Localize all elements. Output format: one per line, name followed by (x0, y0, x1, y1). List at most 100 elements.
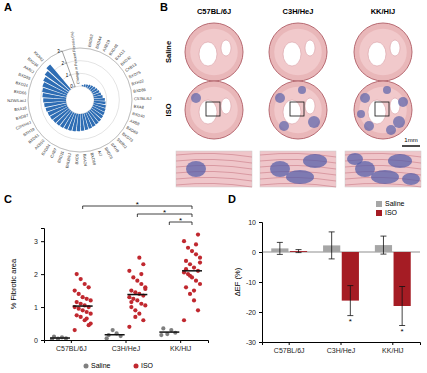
tick-mark (71, 340, 72, 343)
tick-label: KK/HlJ (382, 347, 403, 354)
point (194, 252, 198, 256)
point (75, 300, 79, 304)
tick-label: C3H/HeJ (327, 347, 355, 354)
point (129, 305, 133, 309)
tick-label: -20 (246, 309, 256, 316)
point (127, 269, 131, 273)
point (85, 310, 89, 314)
legend: SalineISO (84, 362, 154, 369)
fibrosis (393, 116, 405, 128)
legend-marker (84, 364, 89, 369)
category-label: AKR/J (23, 64, 35, 74)
fibrosis (360, 93, 370, 103)
tick-label: 2 (61, 61, 64, 66)
fibrosis (308, 116, 320, 128)
tick-label: 0 (34, 337, 38, 344)
point (75, 272, 79, 276)
category-label: BXH19 (22, 126, 36, 137)
mean-line (73, 305, 93, 307)
mean-line (50, 337, 70, 339)
significance-label: * (179, 216, 182, 225)
tissue-inner (359, 87, 407, 133)
tissue-inner (359, 29, 407, 75)
point (188, 262, 192, 266)
tissue (185, 23, 243, 81)
fibrosis (371, 170, 399, 184)
column-label: KK/HlJ (371, 7, 396, 16)
fibrosis (402, 173, 420, 185)
ventricle (221, 98, 231, 114)
ventricle (390, 40, 400, 56)
tick-label: 1 (66, 73, 69, 78)
fibrosis (386, 125, 396, 135)
tick-mark (69, 74, 71, 75)
point (87, 285, 91, 289)
fibrosis (191, 93, 201, 103)
fibrosis (364, 121, 374, 131)
point (137, 256, 141, 260)
point (139, 272, 143, 276)
point (192, 288, 196, 292)
point (182, 239, 186, 243)
fibrosis (388, 154, 412, 168)
fiber (260, 183, 336, 187)
point (75, 313, 79, 317)
tick-mark (259, 222, 262, 223)
tick-mark (341, 342, 342, 345)
point (196, 308, 200, 312)
category-label: BXA16 (14, 105, 28, 112)
point (85, 297, 89, 301)
row-label: Saline (164, 41, 173, 63)
axis-title: ΔEF (%) (233, 267, 242, 296)
legend: SalineISO (376, 200, 405, 216)
fibrosis (186, 161, 206, 177)
panel-letter: B (160, 1, 168, 13)
tick-label: 0 (252, 249, 256, 256)
tissue (185, 81, 243, 139)
point (143, 287, 147, 291)
tick: 3 (34, 238, 44, 245)
category-label: BXH22 (131, 78, 145, 87)
point (190, 249, 194, 253)
tick-mark (60, 51, 62, 52)
legend-marker (376, 210, 382, 216)
histology-section (185, 81, 243, 139)
point (186, 246, 190, 250)
point (89, 321, 93, 325)
figure: A0123BXD62BXD44AXB19BXD48BXA12BXD32CXB13… (0, 0, 427, 373)
tick-mark (259, 252, 262, 253)
point (196, 232, 200, 236)
fibrosis (383, 86, 391, 94)
grid-ring (41, 61, 120, 140)
fiber (176, 183, 252, 187)
point (85, 316, 89, 320)
ventricle (305, 40, 315, 56)
point (79, 277, 83, 281)
fibrosis (347, 153, 363, 165)
histology-section (269, 81, 327, 139)
tick-mark (41, 307, 44, 308)
panel-letter: C (4, 193, 12, 205)
ventricle (305, 98, 315, 114)
panel-letter: D (228, 193, 236, 205)
histology-section (354, 23, 412, 81)
point (137, 312, 141, 316)
error-bar (296, 250, 302, 253)
zoom-tissue (176, 151, 252, 187)
point (139, 282, 143, 286)
tick-label: -10 (246, 279, 256, 286)
range-ring (28, 48, 132, 152)
axis-line (263, 343, 421, 346)
point (127, 325, 131, 329)
point (79, 315, 83, 319)
ventricle (283, 42, 301, 66)
tick-mark (392, 342, 393, 345)
legend-label: ISO (141, 362, 154, 369)
zoom-box (206, 102, 220, 116)
point (81, 295, 85, 299)
bar (84, 84, 86, 87)
tick: -10 (246, 279, 262, 286)
ventricle (199, 42, 217, 66)
fiber (176, 159, 252, 163)
tissue-inner (274, 87, 322, 133)
